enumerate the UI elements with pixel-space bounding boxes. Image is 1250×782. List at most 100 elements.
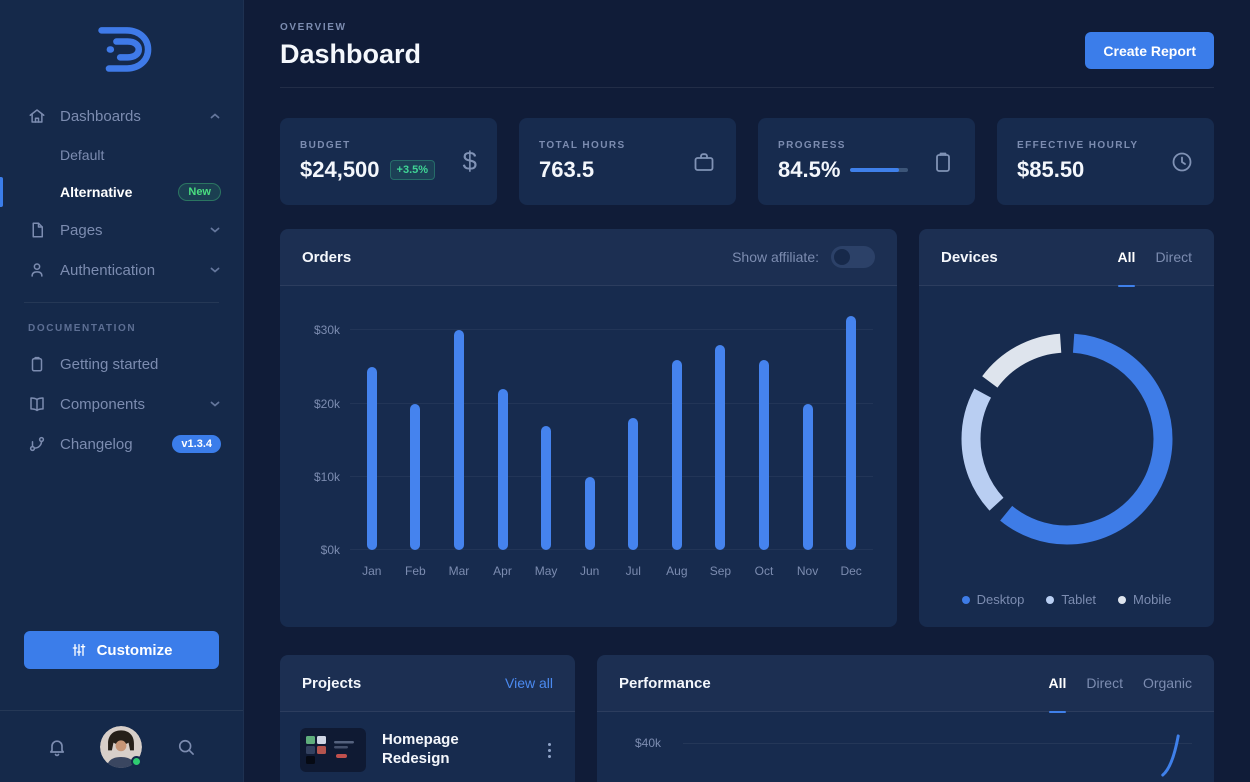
gridline (350, 549, 873, 550)
stat-card-effective-hourly: EFFECTIVE HOURLY $85.50 (997, 118, 1214, 205)
devices-title: Devices (941, 248, 998, 266)
gridline (350, 402, 873, 404)
online-status-dot (131, 755, 143, 767)
stat-card-budget: BUDGET $24,500 +3.5% $ (280, 118, 497, 205)
bar-column-oct: Oct (742, 312, 786, 578)
sidebar-item-default[interactable]: Default (0, 136, 243, 173)
legend-dot-mobile (1118, 595, 1127, 604)
bar-feb[interactable] (410, 403, 421, 550)
donut-segment-desktop[interactable] (961, 333, 1172, 545)
bar-column-mar: Mar (437, 312, 481, 578)
orders-chart: $0k $10k $20k $30k Jan Feb Mar Apr May Jun Jul Aug… (280, 286, 897, 578)
stat-value: 763.5 (539, 157, 595, 182)
brand-logo[interactable] (0, 0, 243, 90)
x-tick-label: Apr (493, 564, 512, 578)
legend-item-desktop[interactable]: Desktop (961, 592, 1024, 607)
orders-y-axis: $0k $10k $20k $30k (304, 312, 350, 557)
user-avatar[interactable] (100, 725, 143, 768)
orders-card-header: Orders Show affiliate: (280, 229, 897, 286)
file-icon (28, 221, 46, 239)
customize-button[interactable]: Customize (24, 631, 219, 669)
bar-column-nov: Nov (786, 312, 830, 578)
bar-column-feb: Feb (394, 312, 438, 578)
bar-jan[interactable] (366, 366, 377, 550)
sidebar-item-components[interactable]: Components (0, 384, 243, 424)
performance-title: Performance (619, 674, 711, 692)
project-title: Homepage Redesign (382, 731, 459, 767)
legend-label: Tablet (1061, 592, 1097, 607)
tab-performance-all[interactable]: All (1048, 655, 1066, 713)
stat-value: 84.5% (778, 157, 841, 182)
git-branch-icon (28, 435, 46, 453)
sidebar-item-label: Default (60, 146, 105, 163)
bar-dec[interactable] (846, 315, 857, 550)
sidebar-item-alternative[interactable]: Alternative New (0, 173, 243, 210)
x-tick-label: Dec (840, 564, 862, 578)
bar-mar[interactable] (453, 330, 464, 550)
stat-card-total-hours: TOTAL HOURS 763.5 (519, 118, 736, 205)
orders-bars: Jan Feb Mar Apr May Jun Jul Aug Sep Oct Nov Dec (350, 312, 873, 578)
sidebar-item-pages[interactable]: Pages (0, 210, 243, 250)
chevron-down-icon (209, 224, 221, 236)
page-header: OVERVIEW Dashboard Create Report (280, 0, 1214, 70)
sidebar-footer (0, 710, 243, 782)
legend-item-tablet[interactable]: Tablet (1046, 592, 1096, 607)
delta-badge: +3.5% (389, 160, 436, 180)
list-item[interactable]: Homepage Redesign (280, 712, 575, 782)
search-icon[interactable] (176, 737, 196, 757)
stats-row: BUDGET $24,500 +3.5% $ TOTAL HOURS 763.5 (280, 118, 1214, 205)
sidebar-item-changelog[interactable]: Changelog v1.3.4 (0, 424, 243, 464)
x-tick-label: Jul (625, 564, 641, 578)
tab-devices-direct[interactable]: Direct (1155, 249, 1192, 265)
devices-body: Desktop Tablet Mobile (919, 286, 1214, 627)
bar-column-apr: Apr (481, 312, 525, 578)
charts-row: Orders Show affiliate: $0k $10k $20k $30k J… (280, 229, 1214, 627)
sidebar-item-getting-started[interactable]: Getting started (0, 344, 243, 384)
book-icon (28, 395, 46, 413)
bar-jul[interactable] (628, 418, 639, 550)
tab-performance-direct[interactable]: Direct (1086, 675, 1123, 691)
bar-column-dec: Dec (829, 312, 873, 578)
performance-chart: $40k (597, 712, 1214, 782)
project-thumbnail (300, 728, 366, 772)
donut-segment-tablet[interactable] (961, 333, 1172, 545)
sidebar-divider (24, 302, 219, 303)
bar-oct[interactable] (758, 359, 769, 550)
bar-aug[interactable] (671, 359, 682, 550)
bell-icon[interactable] (47, 737, 67, 757)
y-tick-label: $10k (313, 469, 340, 484)
x-tick-label: Feb (405, 564, 426, 578)
tab-devices-all[interactable]: All (1117, 229, 1135, 287)
performance-card: Performance All Direct Organic $40k (597, 655, 1214, 782)
bar-apr[interactable] (497, 388, 508, 550)
orders-title: Orders (302, 248, 352, 266)
devices-card-header: Devices All Direct (919, 229, 1214, 287)
performance-card-header: Performance All Direct Organic (597, 655, 1214, 713)
dollar-icon: $ (462, 146, 477, 176)
bar-nov[interactable] (802, 403, 813, 550)
header-divider (280, 87, 1214, 88)
stat-label: PROGRESS (778, 140, 846, 151)
devices-tabs: All Direct (1117, 229, 1192, 287)
sidebar-item-label: Components (60, 395, 146, 413)
tab-performance-organic[interactable]: Organic (1142, 675, 1192, 691)
bar-jun[interactable] (584, 476, 595, 550)
legend-item-mobile[interactable]: Mobile (1118, 592, 1171, 607)
sidebar-nav: Dashboards Default Alternative New Pages (0, 90, 243, 470)
main-content: OVERVIEW Dashboard Create Report BUDGET … (244, 0, 1250, 782)
kebab-menu-icon[interactable] (544, 739, 555, 762)
legend-dot-desktop (961, 595, 970, 604)
y-tick-label: $20k (313, 396, 340, 411)
bar-sep[interactable] (715, 344, 726, 550)
devices-card: Devices All Direct Desktop (919, 229, 1214, 627)
sidebar-item-authentication[interactable]: Authentication (0, 250, 243, 290)
bar-may[interactable] (541, 425, 552, 550)
sidebar-item-label: Alternative (60, 183, 133, 200)
progress-bar (850, 168, 909, 172)
gridline (350, 329, 873, 331)
show-affiliate-toggle[interactable] (831, 246, 875, 268)
view-all-link[interactable]: View all (505, 675, 553, 691)
create-report-button[interactable]: Create Report (1085, 32, 1214, 69)
sidebar-item-label: Pages (60, 221, 103, 239)
sidebar-item-dashboards[interactable]: Dashboards (0, 96, 243, 136)
